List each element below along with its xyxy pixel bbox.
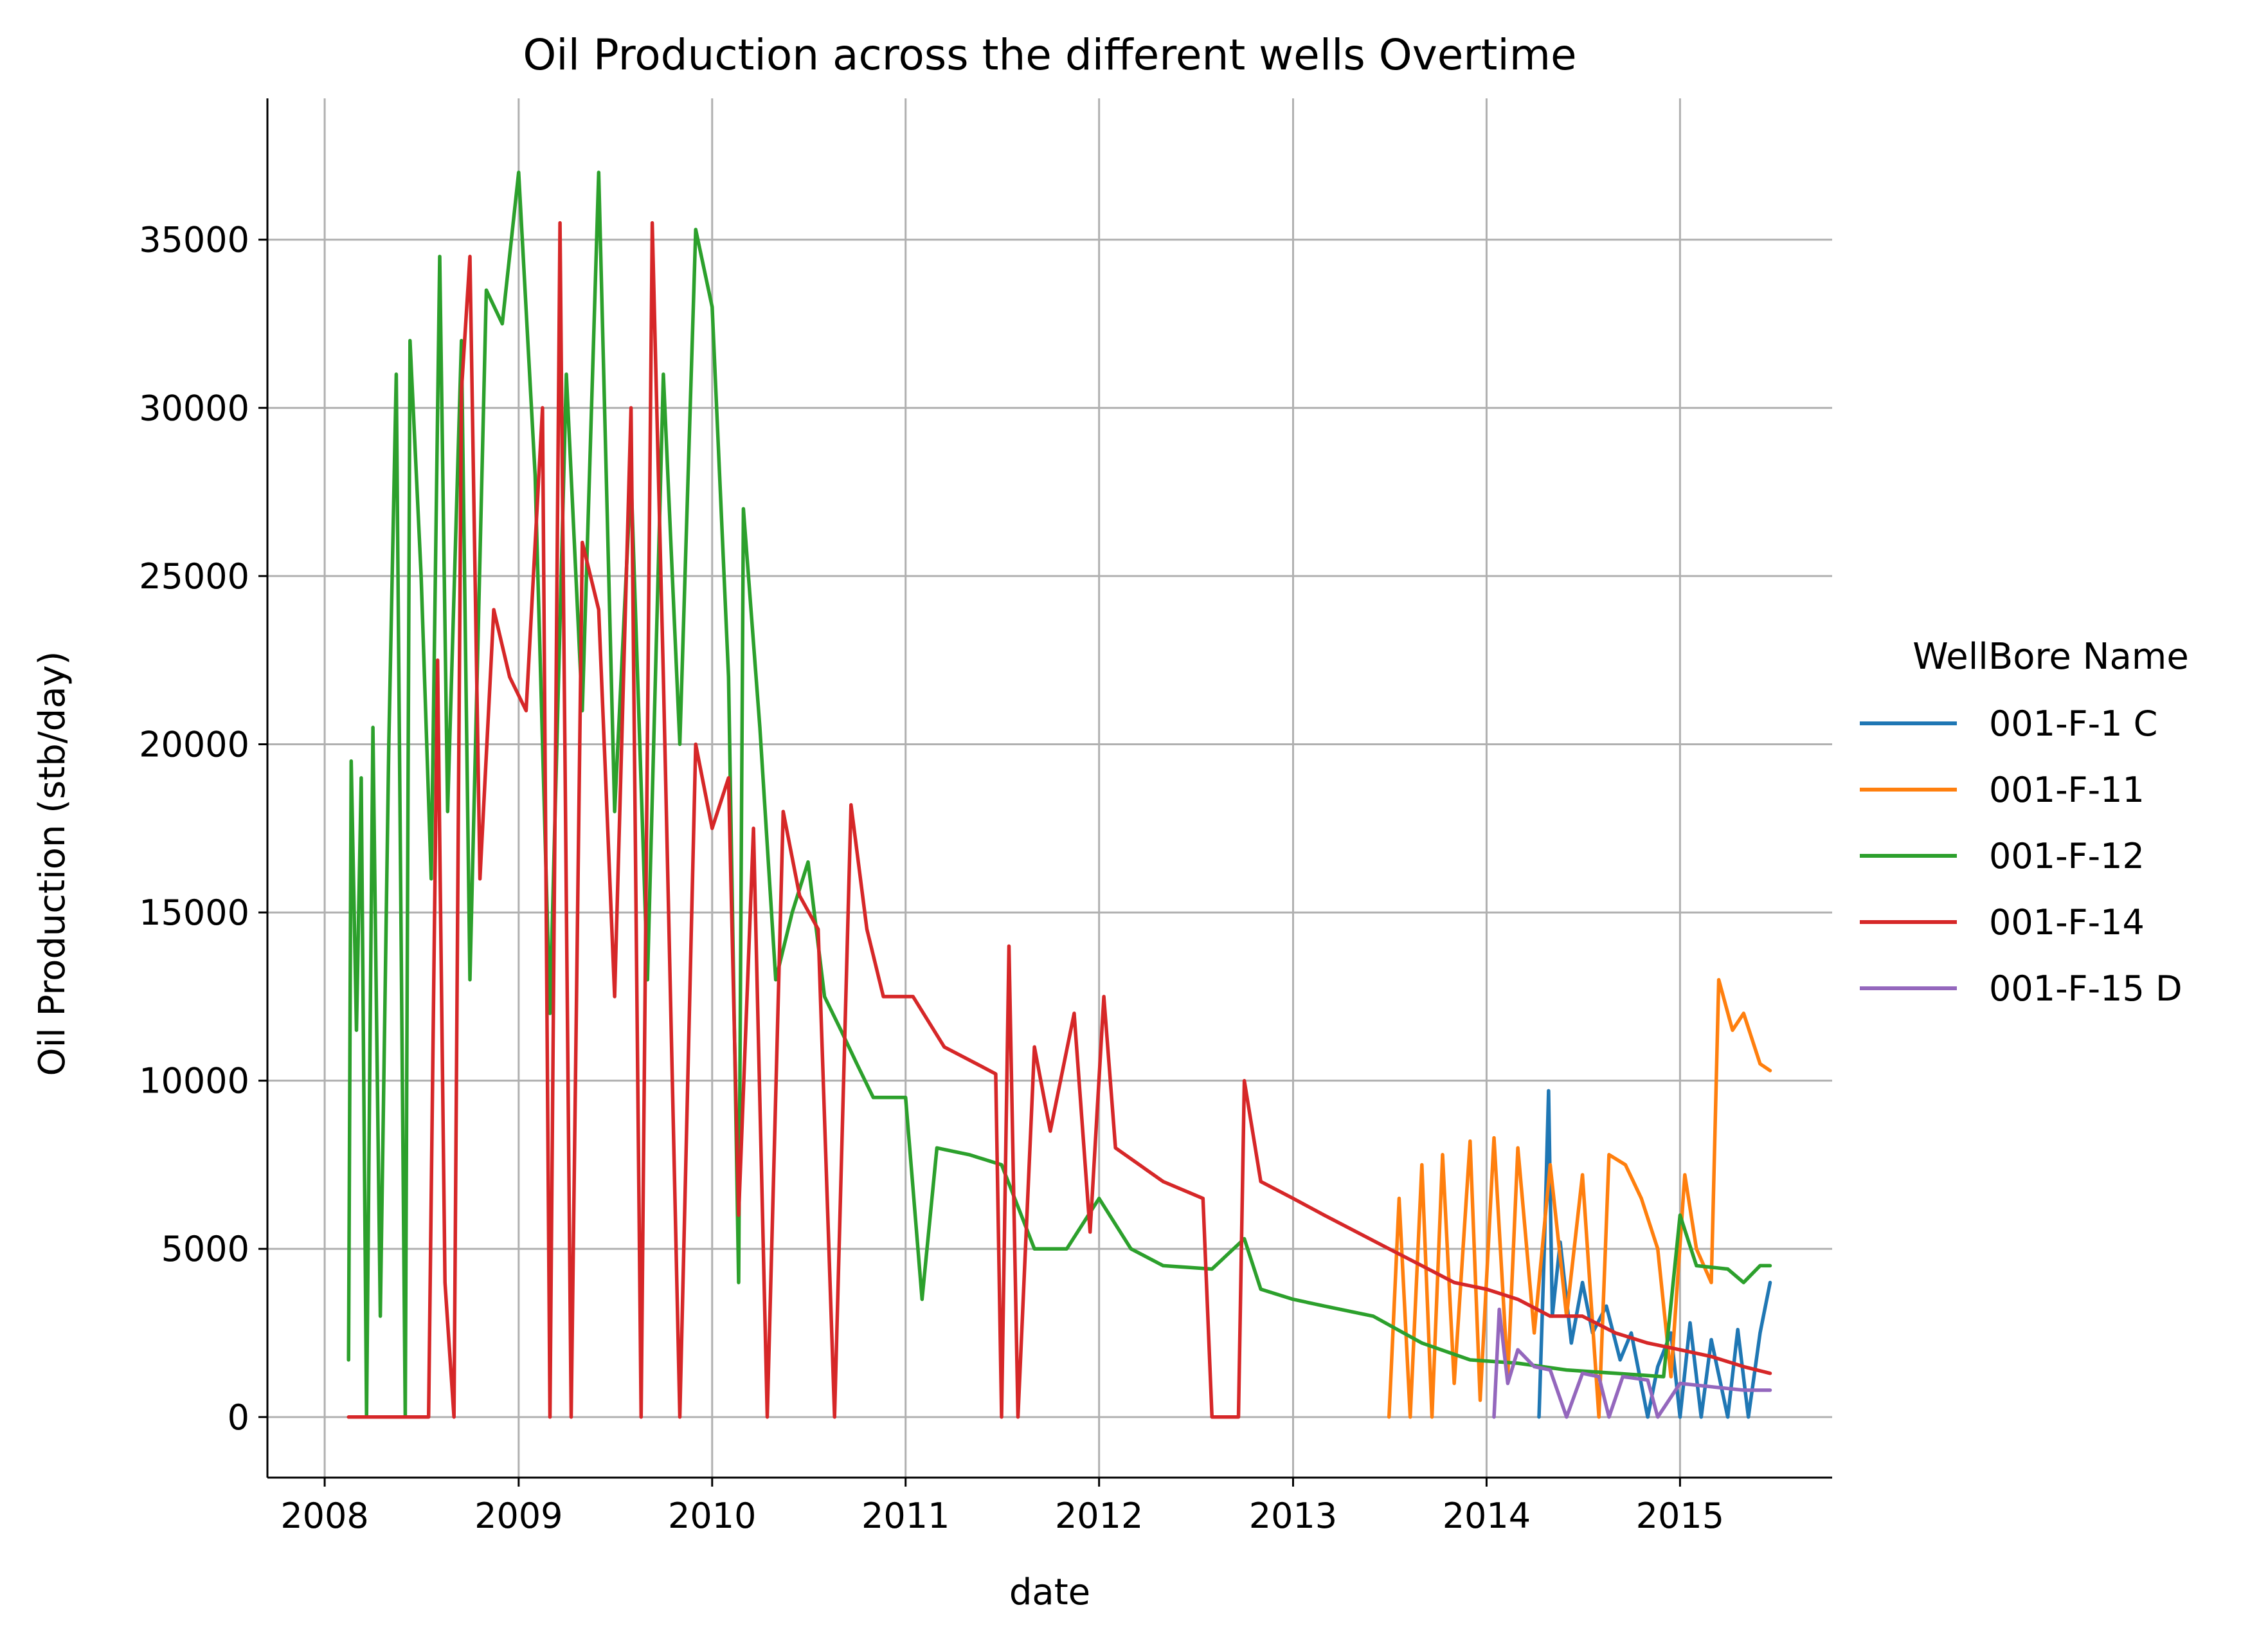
legend-label-001-f-14: 001-F-14 — [1989, 902, 2145, 943]
legend-label-001-f-1-c: 001-F-1 C — [1989, 703, 2157, 744]
y-tick-label-5000: 5000 — [161, 1229, 249, 1269]
series-line-001-f-14 — [346, 221, 1772, 1419]
series-lines — [346, 170, 1772, 1419]
series-line-001-f-15-d — [1492, 1307, 1772, 1419]
series-line-001-f-12 — [346, 170, 1772, 1419]
y-tick-label-30000: 30000 — [139, 388, 249, 428]
y-tick-label-10000: 10000 — [139, 1061, 249, 1101]
x-tick-label-2013: 2013 — [1249, 1496, 1337, 1536]
y-tick-label-20000: 20000 — [139, 724, 249, 765]
legend-label-001-f-15-d: 001-F-15 D — [1989, 968, 2182, 1009]
grid-lines — [267, 98, 1832, 1478]
x-tick-label-2010: 2010 — [668, 1496, 756, 1536]
x-tick-label-2009: 2009 — [474, 1496, 562, 1536]
y-tick-label-0: 0 — [228, 1397, 249, 1438]
x-tick-label-2011: 2011 — [861, 1496, 950, 1536]
y-tick-label-15000: 15000 — [139, 892, 249, 933]
series-line-001-f-11 — [1387, 977, 1772, 1419]
x-axis-ticks: 2008 2009 2010 2011 2012 2013 2014 2015 — [280, 1478, 1724, 1536]
x-tick-label-2012: 2012 — [1055, 1496, 1143, 1536]
legend-title: WellBore Name — [1913, 636, 2189, 678]
x-axis-label: date — [1009, 1571, 1090, 1613]
legend-label-001-f-12: 001-F-12 — [1989, 836, 2145, 876]
axes — [266, 98, 1832, 1479]
y-axis-ticks: 0 5000 10000 15000 20000 25000 30000 35000 — [139, 220, 267, 1438]
y-tick-label-25000: 25000 — [139, 556, 249, 597]
x-tick-label-2015: 2015 — [1636, 1496, 1724, 1536]
y-axis-label: Oil Production (stb/day) — [32, 651, 73, 1076]
legend-label-001-f-11: 001-F-11 — [1989, 770, 2145, 810]
y-tick-label-35000: 35000 — [139, 220, 249, 260]
x-tick-label-2008: 2008 — [280, 1496, 368, 1536]
chart-title: Oil Production across the different well… — [523, 30, 1576, 80]
x-tick-label-2014: 2014 — [1443, 1496, 1531, 1536]
legend: WellBore Name 001-F-1 C 001-F-11 001-F-12 0… — [1860, 636, 2189, 1009]
